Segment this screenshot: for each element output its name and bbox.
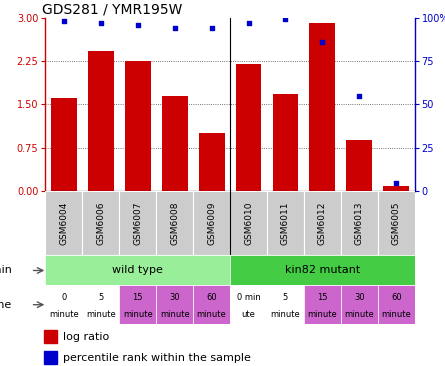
Bar — [230, 191, 267, 255]
Bar — [198, 134, 225, 191]
Text: GSM6013: GSM6013 — [355, 202, 364, 245]
Text: minute: minute — [271, 310, 300, 319]
Bar — [341, 191, 378, 255]
Bar — [125, 61, 151, 191]
Bar — [82, 285, 119, 324]
Text: 5: 5 — [98, 293, 103, 302]
Bar — [272, 94, 299, 191]
Bar — [156, 285, 193, 324]
Point — [171, 25, 178, 31]
Text: GSM6011: GSM6011 — [281, 202, 290, 245]
Bar — [119, 191, 156, 255]
Text: minute: minute — [344, 310, 374, 319]
Text: minute: minute — [123, 310, 153, 319]
Point — [356, 93, 363, 99]
Text: GSM6012: GSM6012 — [318, 202, 327, 245]
Bar — [193, 191, 230, 255]
Text: 5: 5 — [283, 293, 288, 302]
Bar — [346, 141, 372, 191]
Bar — [45, 285, 82, 324]
Bar — [235, 64, 262, 191]
Bar — [267, 285, 304, 324]
Text: GSM6008: GSM6008 — [170, 202, 179, 245]
Text: 30: 30 — [354, 293, 364, 302]
Bar — [304, 191, 341, 255]
Bar — [119, 285, 156, 324]
Text: 0: 0 — [61, 293, 66, 302]
Point — [97, 20, 105, 26]
Text: GSM6005: GSM6005 — [392, 202, 401, 245]
Text: 60: 60 — [391, 293, 401, 302]
Point — [61, 18, 68, 24]
Bar — [230, 255, 415, 285]
Text: minute: minute — [307, 310, 337, 319]
Text: 30: 30 — [170, 293, 180, 302]
Bar — [304, 285, 341, 324]
Point — [319, 39, 326, 45]
Text: 15: 15 — [317, 293, 328, 302]
Text: ute: ute — [242, 310, 255, 319]
Text: minute: minute — [381, 310, 411, 319]
Text: 15: 15 — [133, 293, 143, 302]
Bar — [378, 191, 415, 255]
Bar — [162, 96, 188, 191]
Text: log ratio: log ratio — [63, 332, 109, 341]
Bar — [44, 351, 57, 364]
Bar — [51, 97, 77, 191]
Bar — [45, 191, 82, 255]
Text: 60: 60 — [206, 293, 217, 302]
Text: time: time — [0, 300, 12, 310]
Text: GSM6007: GSM6007 — [133, 202, 142, 245]
Bar — [88, 51, 114, 191]
Text: kin82 mutant: kin82 mutant — [285, 265, 360, 276]
Text: GSM6010: GSM6010 — [244, 202, 253, 245]
Text: GDS281 / YMR195W: GDS281 / YMR195W — [42, 3, 182, 16]
Text: wild type: wild type — [112, 265, 163, 276]
Point — [393, 180, 400, 186]
Text: minute: minute — [160, 310, 190, 319]
Point — [208, 25, 215, 31]
Point — [282, 16, 289, 22]
Text: GSM6006: GSM6006 — [96, 202, 105, 245]
Bar — [193, 285, 230, 324]
Bar — [383, 186, 409, 191]
Point — [245, 20, 252, 26]
Text: minute: minute — [86, 310, 116, 319]
Bar — [44, 330, 57, 343]
Text: minute: minute — [49, 310, 79, 319]
Bar — [309, 23, 336, 191]
Text: strain: strain — [0, 265, 12, 276]
Text: minute: minute — [197, 310, 227, 319]
Point — [134, 22, 142, 27]
Text: percentile rank within the sample: percentile rank within the sample — [63, 352, 251, 363]
Bar — [267, 191, 304, 255]
Bar — [156, 191, 193, 255]
Text: GSM6004: GSM6004 — [59, 202, 69, 245]
Bar — [378, 285, 415, 324]
Bar — [45, 255, 230, 285]
Bar — [230, 285, 267, 324]
Text: GSM6009: GSM6009 — [207, 202, 216, 245]
Bar — [341, 285, 378, 324]
Text: 0 min: 0 min — [237, 293, 260, 302]
Bar — [82, 191, 119, 255]
